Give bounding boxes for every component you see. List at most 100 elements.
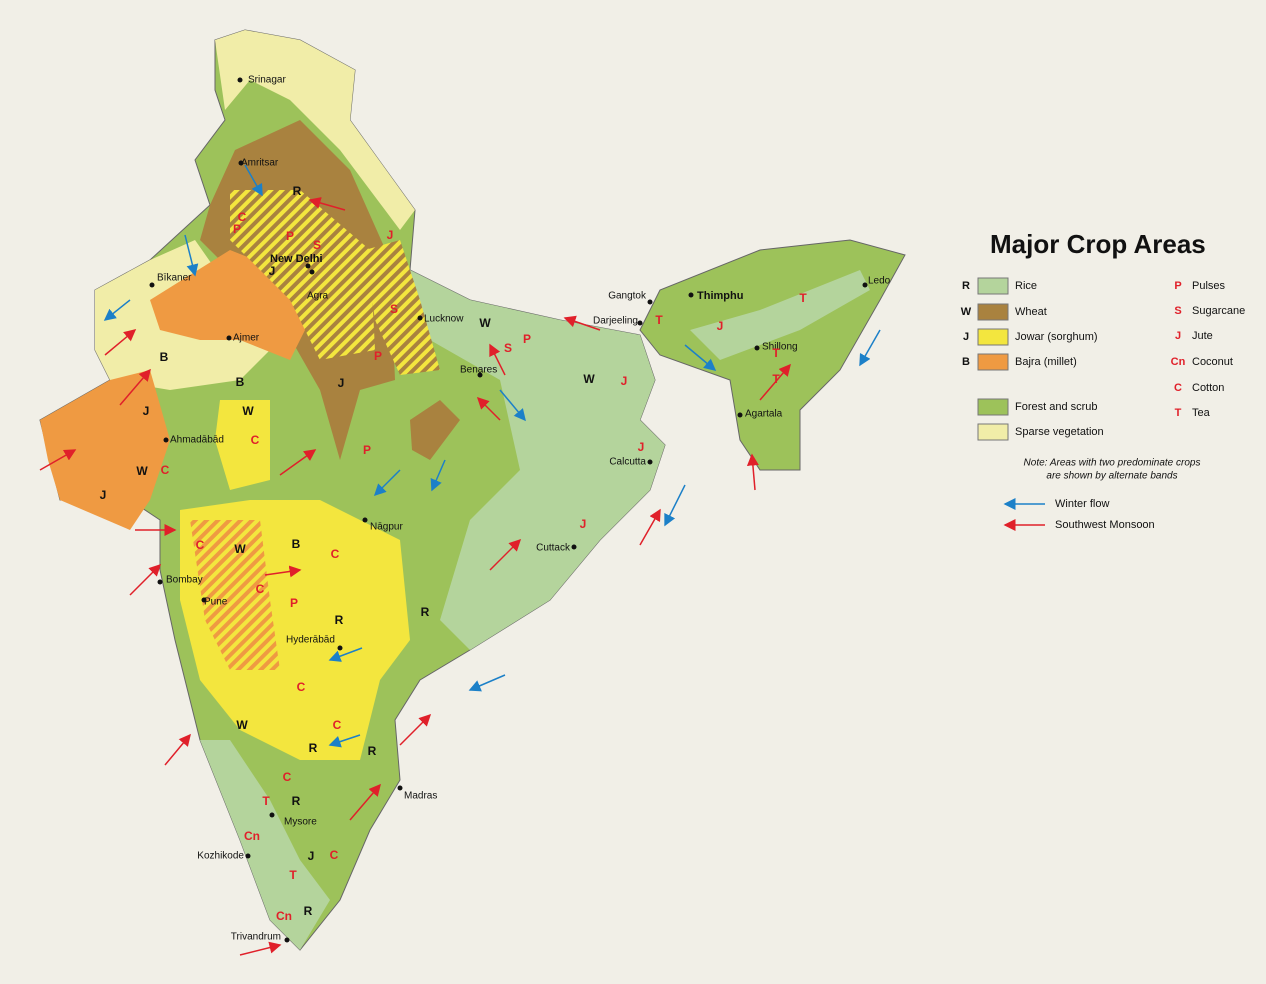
legend-label: Coconut bbox=[1192, 356, 1233, 368]
monsoon-arrow bbox=[746, 453, 759, 491]
crop-letter: Cn bbox=[244, 829, 260, 843]
city-dot bbox=[157, 579, 163, 585]
legend-letter: Cn bbox=[1171, 356, 1186, 368]
city-label: Cuttack bbox=[536, 543, 571, 554]
rice-ne bbox=[690, 270, 870, 360]
legend-swatch bbox=[977, 423, 1009, 441]
crop-letter: P bbox=[523, 332, 531, 346]
city-dot bbox=[647, 299, 653, 305]
monsoon-arrow bbox=[264, 565, 302, 578]
country bbox=[39, 29, 906, 951]
monsoon-arrow bbox=[476, 396, 501, 421]
crop-letter: P bbox=[374, 349, 382, 363]
crop-letter: P bbox=[363, 443, 371, 457]
city-dot bbox=[269, 812, 275, 818]
legend-label: Tea bbox=[1192, 407, 1211, 419]
legend-letter: P bbox=[1174, 280, 1181, 292]
legend-label: Rice bbox=[1015, 280, 1037, 292]
sugarcane-banded bbox=[365, 240, 440, 375]
crop-letter: W bbox=[242, 404, 254, 418]
crop-letter: R bbox=[421, 605, 430, 619]
city-label: Calcutta bbox=[609, 457, 646, 468]
winter-arrow bbox=[244, 164, 263, 197]
city-label: New Delhi bbox=[270, 253, 323, 265]
crop-letter: R bbox=[292, 794, 301, 808]
legend-label: Bajra (millet) bbox=[1015, 356, 1077, 368]
crop-letter: W bbox=[136, 464, 148, 478]
city-dot bbox=[149, 282, 155, 288]
city-dot bbox=[305, 263, 311, 269]
crop-letter: T bbox=[799, 291, 807, 305]
winter-arrow bbox=[468, 674, 506, 692]
city-dot bbox=[647, 459, 653, 465]
monsoon-arrow bbox=[489, 343, 506, 376]
city-dot bbox=[163, 437, 169, 443]
crop-letter: R bbox=[309, 741, 318, 755]
monsoon-arrow bbox=[239, 941, 282, 956]
crop-letter: C bbox=[333, 718, 342, 732]
crop-letter: T bbox=[262, 794, 270, 808]
winter-arrow bbox=[103, 299, 131, 321]
winter-arrow bbox=[184, 234, 199, 277]
crop-letter: J bbox=[100, 488, 107, 502]
city-label: Benares bbox=[460, 365, 497, 376]
monsoon-arrow bbox=[563, 315, 601, 331]
monsoon-arrow bbox=[279, 449, 317, 476]
winter-arrow bbox=[859, 329, 881, 367]
city-label: Amritsar bbox=[241, 158, 279, 169]
city-label: Trivandrum bbox=[231, 932, 281, 943]
legend-letter: J bbox=[1175, 330, 1181, 342]
crop-letter: C bbox=[330, 848, 339, 862]
bajra-gujarat bbox=[40, 370, 170, 530]
city-dot bbox=[737, 412, 743, 418]
crop-letter: C bbox=[196, 538, 205, 552]
city-dot bbox=[337, 645, 343, 651]
sparse-north bbox=[215, 30, 415, 230]
rice-east bbox=[410, 270, 665, 650]
city-dot bbox=[362, 517, 368, 523]
crop-letter: W bbox=[236, 718, 248, 732]
crop-letter: P bbox=[286, 229, 294, 243]
winter-arrow bbox=[373, 469, 401, 497]
city-dot bbox=[201, 597, 207, 603]
crop-letter: J bbox=[580, 517, 587, 531]
crop-letter: Cn bbox=[276, 909, 292, 923]
monsoon-arrow bbox=[399, 713, 432, 746]
city-label: Bīkaner bbox=[157, 273, 192, 284]
city-dot bbox=[688, 292, 694, 298]
winter-arrow bbox=[499, 389, 526, 422]
legend-label: Southwest Monsoon bbox=[1055, 519, 1155, 531]
city-label: Agartala bbox=[745, 409, 783, 420]
crop-letter: C bbox=[161, 463, 170, 477]
legend-note: are shown by alternate bands bbox=[1046, 471, 1177, 482]
legend-letter: C bbox=[1174, 382, 1182, 394]
crop-letter: S bbox=[390, 302, 398, 316]
city-label: Gangtok bbox=[608, 291, 647, 302]
legend-letter: B bbox=[962, 356, 970, 368]
legend-letter: W bbox=[961, 306, 972, 318]
legend-letter: R bbox=[962, 280, 970, 292]
map-title: Major Crop Areas bbox=[990, 229, 1206, 259]
legend-swatch bbox=[977, 398, 1009, 416]
crop-letter: J bbox=[387, 228, 394, 242]
jowar-central bbox=[215, 400, 270, 490]
city-dot bbox=[397, 785, 403, 791]
crop-letter: C bbox=[331, 547, 340, 561]
crop-letter: W bbox=[234, 542, 246, 556]
city-dot bbox=[417, 315, 423, 321]
rice-south bbox=[200, 740, 330, 950]
city-label: Hyderābād bbox=[286, 635, 335, 646]
legend-label: Sparse vegetation bbox=[1015, 426, 1104, 438]
monsoon-arrow bbox=[759, 363, 791, 401]
crop-letter: B bbox=[236, 375, 245, 389]
city-label: Madras bbox=[404, 791, 437, 802]
crop-letter: J bbox=[308, 849, 315, 863]
flow-arrows bbox=[39, 164, 881, 956]
legend-label: Sugarcane bbox=[1192, 305, 1245, 317]
crop-letter: J bbox=[338, 376, 345, 390]
city-label: Lucknow bbox=[424, 314, 464, 325]
legend-label: Winter flow bbox=[1055, 498, 1109, 510]
city-dot bbox=[754, 345, 760, 351]
